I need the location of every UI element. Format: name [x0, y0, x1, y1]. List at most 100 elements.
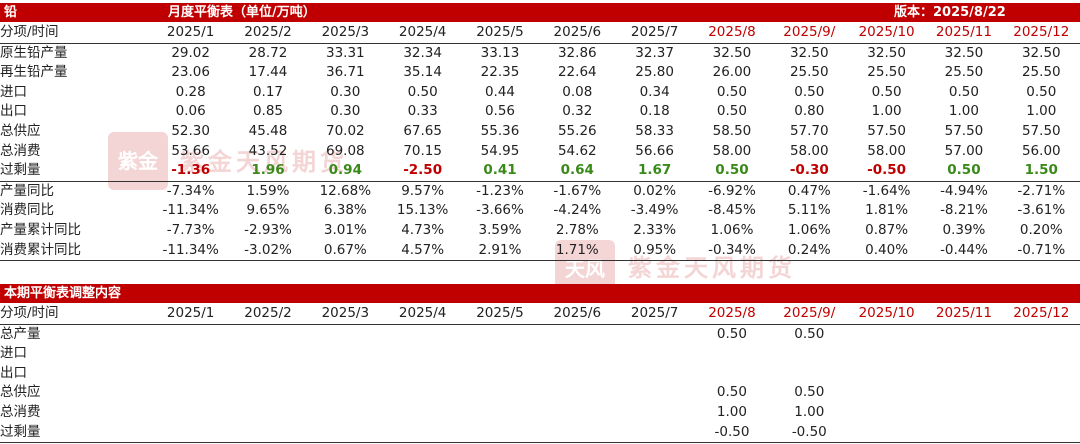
row-label: 总供应	[0, 384, 41, 401]
table-cell: -8.21%	[940, 202, 988, 219]
table-cell: 32.86	[557, 44, 597, 61]
table-cell: -4.24%	[553, 202, 602, 219]
table-cell	[152, 403, 229, 423]
table-cell: 5.11%	[787, 202, 831, 219]
column-header: 2025/10	[847, 23, 926, 44]
column-header: 2025/8	[693, 23, 771, 44]
table-cell: 0.50	[925, 161, 1003, 182]
table-cell: -0.30	[770, 161, 848, 182]
row-label: 总产量	[0, 325, 41, 342]
table-cell: 43.52	[248, 142, 288, 159]
table-cell: -2.71%	[1017, 182, 1066, 199]
table-cell	[384, 383, 461, 403]
row-label: 出口	[0, 364, 27, 381]
table-cell	[229, 403, 306, 423]
column-header: 2025/2	[229, 304, 307, 325]
table-cell: 1.00	[716, 403, 747, 420]
table-cell: -7.73%	[166, 221, 215, 238]
column-header: 2025/8	[693, 304, 771, 325]
column-header: 2025/7	[615, 23, 694, 44]
table-cell: 1.50	[1002, 161, 1080, 182]
row-label: 过剩量	[0, 422, 152, 444]
table-cell: -0.71%	[1002, 240, 1080, 262]
column-header: 2025/4	[383, 304, 462, 325]
column-header: 2025/6	[538, 23, 616, 44]
table-cell: 0.24%	[770, 240, 848, 262]
row-label: 产量累计同比	[0, 221, 81, 238]
table-cell: 2.33%	[633, 221, 677, 238]
table-cell: 3.59%	[478, 221, 522, 238]
table-cell: 0.30	[330, 83, 361, 100]
table-cell: 12.68%	[319, 182, 372, 199]
table-row: 出口	[0, 364, 1080, 384]
table-row: 总消费 53.66 43.52 69.08 70.15 54.95 54.62 56.66 58…	[0, 142, 1080, 162]
table-cell	[384, 344, 461, 364]
table-cell: 0.64	[538, 161, 616, 182]
table-cell	[229, 383, 306, 403]
table-cell	[461, 403, 538, 423]
table-cell	[539, 324, 616, 344]
table-cell	[307, 364, 384, 384]
table-cell: 15.13%	[396, 202, 449, 219]
table-cell: 3.01%	[323, 221, 367, 238]
table-cell: 33.13	[480, 44, 520, 61]
table-cell	[1003, 403, 1080, 423]
table-cell: 1.00	[1026, 103, 1057, 120]
table-cell: 0.41	[461, 161, 539, 182]
table-row: 总产量 0.50 0.50	[0, 324, 1080, 344]
table-cell	[384, 364, 461, 384]
table-cell: 1.96	[229, 161, 307, 182]
table-row: 原生铅产量 29.02 28.72 33.31 32.34 33.13 32.86 32.37…	[0, 43, 1080, 63]
table-cell: 32.34	[403, 44, 442, 61]
table-cell: 57.50	[1021, 122, 1061, 139]
row-label: 出口	[0, 103, 27, 120]
table-cell: 1.00	[794, 403, 825, 420]
table-cell: 0.50	[794, 325, 825, 342]
table-cell: -3.02%	[229, 240, 307, 262]
table-cell	[383, 422, 462, 444]
table-cell: 52.30	[171, 122, 210, 139]
table-cell: 28.72	[248, 44, 288, 61]
table-cell: 0.85	[252, 103, 284, 120]
column-header: 2025/9/	[770, 304, 848, 325]
table-cell: 0.50	[716, 384, 747, 401]
column-header: 2025/1	[152, 304, 230, 325]
table-cell: 0.50	[716, 83, 747, 100]
column-header: 2025/3	[306, 304, 384, 325]
table-cell: 0.56	[484, 103, 515, 120]
version-label: 版本：2025/8/22	[894, 5, 1006, 20]
table-cell: 1.06%	[710, 221, 754, 238]
table-cell	[615, 422, 694, 444]
table-cell: -11.34%	[152, 240, 230, 262]
table-cell: 32.50	[789, 44, 829, 61]
table-cell: 25.50	[1021, 64, 1061, 81]
table-cell: 0.50	[1026, 83, 1057, 100]
table-cell: -1.36	[152, 161, 230, 182]
table-cell: 1.00	[948, 103, 979, 120]
table-cell: -0.50	[770, 422, 848, 444]
table-cell: 0.50	[794, 83, 825, 100]
table-cell: 1.67	[615, 161, 694, 182]
table-cell: -6.92%	[708, 182, 756, 199]
table-cell: 0.18	[639, 103, 670, 120]
table-cell	[229, 422, 307, 444]
header-row: 分项/时间 2025/1 2025/2 2025/3 2025/4 2025/5 2025/…	[0, 23, 1080, 44]
table-cell: 32.37	[635, 44, 674, 61]
table-cell	[461, 422, 539, 444]
table-cell: 0.50	[716, 103, 747, 120]
table-cell	[384, 403, 461, 423]
table-cell: 0.80	[794, 103, 825, 120]
table-cell: -1.23%	[476, 182, 524, 199]
table-cell	[384, 324, 461, 344]
table-cell	[848, 344, 925, 364]
table-cell: 0.50	[871, 83, 902, 100]
table-cell: 0.95%	[615, 240, 694, 262]
table-cell: 58.00	[867, 142, 906, 159]
table-cell	[925, 403, 1002, 423]
table-cell: 0.94	[306, 161, 384, 182]
table-cell: 0.67%	[306, 240, 384, 262]
table-cell: 0.50	[716, 325, 747, 342]
column-header: 2025/12	[1002, 304, 1080, 325]
table-cell	[538, 422, 616, 444]
table-cell: 0.33	[407, 103, 438, 120]
